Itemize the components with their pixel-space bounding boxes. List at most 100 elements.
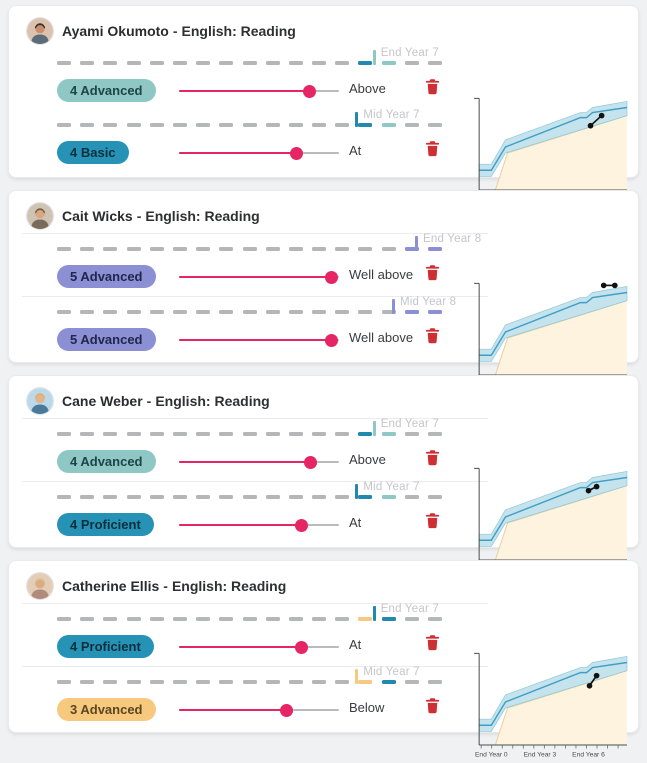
student-card: Cait Wicks - English: Reading End Year 8 5… (8, 190, 639, 389)
slider-handle-icon[interactable] (325, 271, 338, 284)
level-dash (80, 680, 95, 684)
avatar-photo (27, 388, 53, 414)
trash-icon (425, 328, 439, 344)
rating-slider[interactable] (179, 146, 339, 160)
level-dash (126, 432, 141, 436)
rating-slider[interactable] (179, 703, 339, 717)
level-dash (312, 247, 327, 251)
level-dash (219, 495, 234, 499)
historical-area (495, 670, 627, 746)
level-dash (381, 495, 396, 499)
level-badge: 4 Advanced (57, 450, 156, 473)
assessment-row: Mid Year 7 4 Basic At (22, 109, 488, 172)
level-track: Mid Year 8 (57, 296, 456, 314)
header-separator: - (146, 393, 152, 409)
slider-fill-line (179, 461, 311, 463)
assessment-rows: End Year 8 5 Advanced Well above Mid Yea… (22, 233, 488, 359)
level-dash (172, 61, 187, 65)
rating-slider[interactable] (179, 455, 339, 469)
level-dash (196, 247, 211, 251)
level-dash (312, 61, 327, 65)
slider-handle-icon[interactable] (294, 519, 308, 532)
level-dash (358, 495, 373, 499)
rating-slider[interactable] (179, 640, 339, 654)
rating-status: Well above (349, 267, 414, 282)
slider-handle-icon[interactable] (289, 147, 303, 160)
level-dash (103, 495, 118, 499)
assessment-row: Mid Year 7 3 Advanced Below (22, 666, 488, 729)
rating-slider[interactable] (179, 518, 339, 532)
level-dash (103, 617, 118, 621)
historical-area (495, 115, 627, 191)
student-name: Catherine Ellis (62, 578, 160, 594)
level-dash (381, 247, 396, 251)
level-track: Mid Year 7 (57, 109, 442, 127)
delete-button[interactable] (422, 634, 442, 654)
rating-slider[interactable] (179, 270, 339, 284)
target-year-label: Mid Year 7 (363, 666, 420, 678)
rating-status: At (349, 143, 362, 158)
level-dash (242, 495, 257, 499)
level-badge: 4 Basic (57, 141, 129, 164)
header-separator: - (136, 208, 142, 224)
slider-handle-icon[interactable] (302, 85, 316, 98)
level-dash (126, 247, 141, 251)
delete-button[interactable] (422, 78, 442, 98)
level-dash (335, 310, 350, 314)
header-separator: - (163, 578, 168, 594)
trash-icon (425, 513, 439, 529)
level-track: Mid Year 7 (57, 481, 442, 499)
level-dash (335, 432, 350, 436)
level-dash (196, 432, 211, 436)
level-dash (149, 123, 164, 127)
level-dash (80, 247, 95, 251)
level-dash (103, 432, 118, 436)
level-dash (288, 617, 303, 621)
level-dash (242, 123, 257, 127)
level-dash (80, 310, 95, 314)
level-dash (381, 310, 396, 314)
slider-handle-icon[interactable] (304, 456, 318, 469)
delete-button[interactable] (422, 697, 442, 717)
slider-handle-icon[interactable] (280, 704, 294, 717)
level-dash (149, 310, 164, 314)
level-track: End Year 7 (57, 418, 442, 436)
rating-slider[interactable] (179, 333, 339, 347)
historical-area (495, 300, 627, 376)
level-dash (126, 680, 141, 684)
trash-icon (425, 79, 439, 95)
level-dash (103, 61, 118, 65)
delete-button[interactable] (422, 140, 442, 160)
student-name: Ayami Okumoto (62, 23, 169, 39)
historical-area (495, 485, 627, 561)
target-tick-icon (355, 484, 359, 499)
rating-status: Well above (349, 330, 414, 345)
level-dash (312, 310, 327, 314)
level-dash (149, 617, 164, 621)
slider-handle-icon[interactable] (325, 334, 338, 347)
student-subject: English: Reading (181, 23, 296, 39)
level-dash (335, 247, 350, 251)
level-dash (126, 123, 141, 127)
level-dash (103, 123, 118, 127)
expected-midline (479, 291, 628, 356)
level-dash (288, 310, 303, 314)
level-dash (57, 432, 71, 436)
assessment-row: End Year 8 5 Advanced Well above (22, 233, 488, 296)
level-dash (312, 123, 327, 127)
delete-button[interactable] (422, 449, 442, 469)
level-dash (358, 680, 373, 684)
level-dash (196, 617, 211, 621)
delete-button[interactable] (422, 327, 442, 347)
level-dash (172, 123, 187, 127)
level-dash (428, 617, 442, 621)
x-axis-label: End Year 0 (475, 752, 508, 759)
slider-fill-line (179, 339, 331, 341)
level-dash (265, 495, 280, 499)
slider-handle-icon[interactable] (294, 641, 308, 654)
delete-button[interactable] (422, 264, 442, 284)
assessment-rows: End Year 7 4 Proficient At Mid Year 7 3 … (22, 603, 488, 729)
rating-slider[interactable] (179, 84, 339, 98)
delete-button[interactable] (422, 512, 442, 532)
slider-fill-line (179, 646, 301, 648)
